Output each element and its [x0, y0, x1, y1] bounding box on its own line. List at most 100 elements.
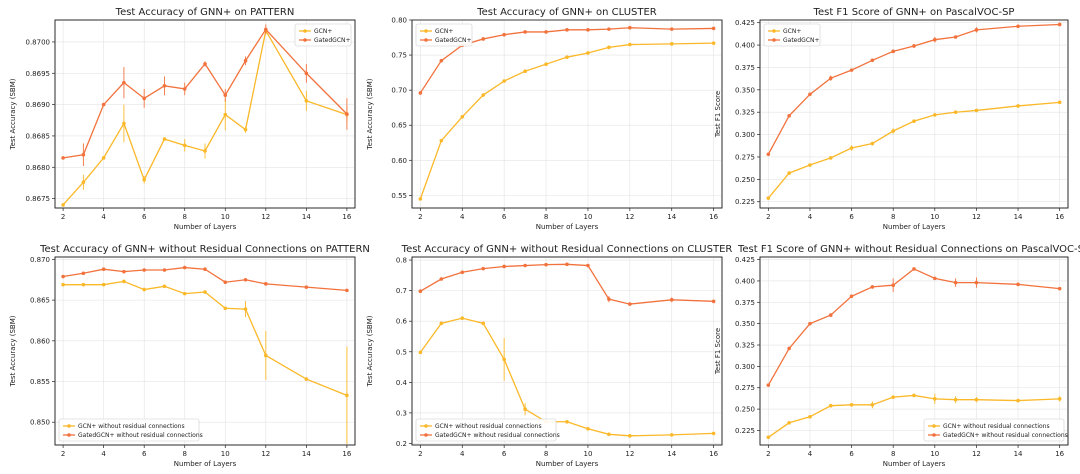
x-tick-label: 10 — [583, 450, 592, 458]
data-point — [460, 316, 465, 320]
y-tick-label: 0.375 — [735, 64, 755, 72]
legend-marker — [303, 38, 307, 42]
data-point — [787, 346, 791, 351]
y-tick-label: 0.7 — [396, 287, 407, 295]
x-axis-label: Number of Layers — [174, 460, 237, 468]
legend-box — [58, 418, 200, 442]
data-point — [439, 321, 444, 326]
chart-panel-5: 2 4 6 8 10 12 14 16 0.2 0.3 0.4 0.5 0.6 0.7 0.8 Test Ac… — [366, 244, 732, 468]
chart-title: Test Accuracy of GNN+ on PATTERN — [115, 7, 295, 18]
data-point — [912, 119, 916, 123]
data-point — [607, 27, 611, 31]
y-tick-label: 0.60 — [391, 157, 407, 165]
data-point — [711, 41, 716, 45]
x-tick-label: 12 — [261, 213, 270, 221]
data-point — [502, 32, 506, 37]
y-tick-label: 0.65 — [391, 122, 407, 130]
data-point — [565, 419, 569, 424]
data-point — [766, 435, 771, 440]
x-tick-label: 6 — [849, 450, 854, 458]
plot-frame — [411, 19, 723, 209]
y-tick-label: 0.250 — [735, 176, 755, 184]
data-point — [912, 267, 916, 271]
data-point — [891, 49, 895, 54]
data-point — [544, 30, 548, 34]
x-axis-label: Number of Layers — [174, 223, 237, 231]
data-point — [607, 45, 611, 50]
data-point — [122, 121, 126, 126]
plot-frame — [54, 19, 356, 209]
chart-title: Test Accuracy of GNN+ without Residual C… — [401, 244, 733, 255]
data-point — [101, 267, 106, 272]
y-tick-label: 0.8685 — [26, 132, 51, 140]
y-axis-label: Test Accuracy (SBM) — [366, 78, 374, 150]
legend-marker — [424, 424, 428, 428]
y-tick-label: 0.250 — [735, 406, 755, 414]
data-point — [439, 138, 444, 143]
data-point — [162, 137, 167, 141]
y-tick-label: 0.6 — [396, 318, 408, 326]
data-point — [828, 156, 833, 160]
legend-label: GCN+ — [783, 28, 801, 35]
data-point — [481, 37, 486, 41]
data-point — [669, 297, 674, 302]
x-tick-label: 14 — [667, 213, 676, 221]
data-point — [142, 268, 146, 272]
legend-label: GCN+ without residual connections — [78, 423, 185, 430]
x-tick-label: 12 — [625, 450, 634, 458]
legend: GCN+ without residual connections GatedGC… — [923, 418, 1068, 442]
data-point — [203, 290, 207, 294]
data-point — [142, 96, 146, 101]
data-point — [933, 397, 937, 401]
data-point — [544, 262, 548, 267]
data-point — [523, 263, 527, 268]
data-point — [891, 395, 895, 399]
y-tick-label: 0.80 — [391, 17, 407, 25]
chart-panel-6: 2 4 6 8 10 12 14 16 0.225 0.250 0.275 0.300 0.325 0.3… — [714, 244, 1080, 468]
data-point — [264, 282, 268, 286]
data-point — [953, 35, 958, 39]
data-point — [669, 42, 674, 46]
data-point — [1057, 22, 1062, 27]
x-tick-label: 6 — [142, 213, 147, 221]
data-point — [243, 277, 248, 282]
legend-marker — [424, 433, 428, 437]
y-tick-label: 0.325 — [735, 342, 755, 350]
chart-title: Test F1 Score of GNN+ without Residual C… — [737, 244, 1080, 255]
data-point — [81, 282, 86, 287]
legend-marker — [772, 38, 776, 42]
data-point — [162, 284, 167, 289]
data-point — [870, 403, 875, 407]
data-point — [849, 146, 854, 150]
plot-area — [411, 19, 723, 209]
data-point — [203, 149, 207, 153]
data-point — [808, 321, 812, 326]
data-point — [933, 37, 937, 42]
y-tick-label: 0.350 — [735, 320, 755, 328]
data-point — [828, 76, 833, 80]
data-point — [912, 393, 916, 398]
x-tick-label: 14 — [1014, 213, 1023, 221]
data-point — [953, 397, 958, 402]
x-tick-label: 4 — [460, 213, 465, 221]
legend-label: GatedGCN+ — [783, 37, 820, 44]
data-point — [304, 377, 309, 381]
data-point — [870, 285, 875, 289]
data-point — [849, 68, 854, 72]
legend-label: GCN+ without residual connections — [943, 423, 1050, 430]
chart-panel-1: 2 4 6 8 10 12 14 16 0.8675 0.8680 0.8685 0.8690 0.86… — [9, 7, 356, 231]
y-tick-label: 0.3 — [396, 409, 407, 417]
data-point — [481, 266, 486, 271]
data-point — [223, 306, 228, 311]
x-tick-label: 16 — [709, 213, 718, 221]
x-tick-label: 6 — [502, 213, 507, 221]
legend-label: GatedGCN+ without residual connections — [78, 432, 203, 439]
data-point — [1057, 100, 1062, 105]
x-tick-label: 12 — [625, 213, 634, 221]
data-point — [182, 87, 187, 91]
chart-title: Test Accuracy of GNN+ without Residual C… — [39, 244, 370, 255]
data-point — [849, 294, 854, 299]
data-point — [162, 268, 167, 272]
data-point — [974, 397, 979, 402]
